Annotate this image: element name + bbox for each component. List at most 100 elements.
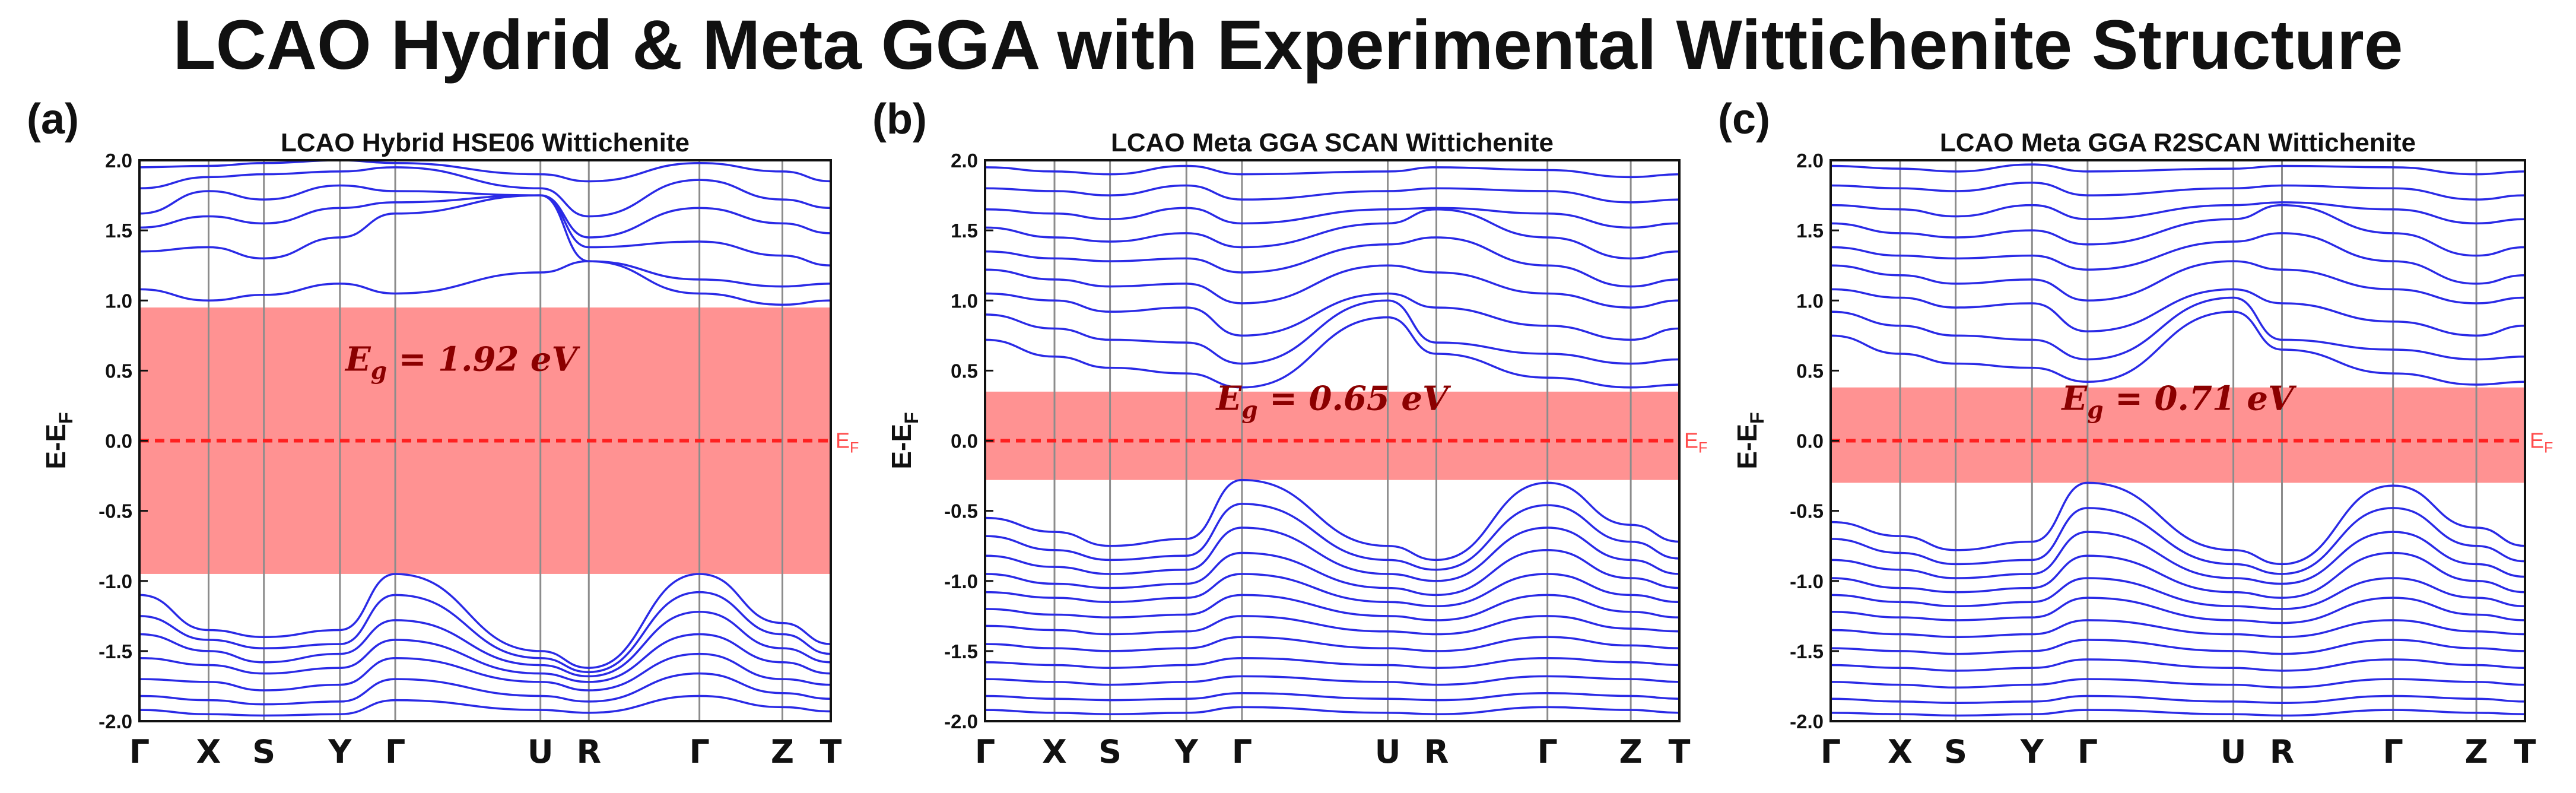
band-line-CB4 <box>984 264 1680 309</box>
y-tick-label: 2.0 <box>105 150 132 172</box>
y-tick-label: 0.5 <box>1796 360 1824 382</box>
band-gap-annotation: Eg = 1.92 eV <box>344 340 581 385</box>
band-line-CB6 <box>984 208 1680 260</box>
band-gap-annotation: Eg = 0.65 eV <box>1215 379 1452 424</box>
band-line-VB6 <box>1830 597 2526 624</box>
y-tick-label: 1.5 <box>951 220 978 242</box>
band-line-VB1 <box>984 478 1680 562</box>
y-tick-label: 1.0 <box>951 290 978 312</box>
y-tick-label: 1.0 <box>105 290 132 312</box>
x-tick-label: X <box>1888 733 1913 770</box>
x-tick-label: R <box>2270 733 2295 770</box>
band-line-CB5 <box>139 166 831 218</box>
x-tick-label: Z <box>1619 733 1643 770</box>
band-line-VB4 <box>139 633 831 683</box>
x-tick-label: Γ <box>2078 733 2098 770</box>
y-tick-label: -1.5 <box>99 640 132 662</box>
band-line-VB3 <box>984 526 1680 582</box>
x-tick-label: U <box>528 733 554 770</box>
band-line-VB7 <box>139 694 831 717</box>
x-tick-label: X <box>196 733 221 770</box>
x-tick-label: Γ <box>975 733 995 770</box>
band-line-CB4 <box>1830 260 2526 304</box>
y-tick-label: 0.0 <box>105 430 132 452</box>
x-tick-label: T <box>1669 733 1691 770</box>
panel-3: (c) LCAO Meta GGA R2SCAN Wittichenite EF 2.… <box>1718 96 2553 770</box>
band-line-CB1 <box>1830 310 2526 386</box>
panel-title: LCAO Meta GGA R2SCAN Wittichenite <box>1940 128 2416 157</box>
band-line-CB9 <box>984 164 1680 179</box>
y-tick-label: -1.5 <box>1790 640 1824 662</box>
panel-title: LCAO Meta GGA SCAN Wittichenite <box>1111 128 1554 157</box>
panel-1: (a) LCAO Hybrid HSE06 Wittichenite EF 2.0 1.… <box>27 96 859 770</box>
band-gap-region <box>1831 387 2525 483</box>
band-line-VB5 <box>139 652 831 692</box>
x-tick-label: Γ <box>689 733 709 770</box>
band-line-VB8 <box>1830 639 2526 655</box>
fermi-level-label: EF <box>836 429 859 456</box>
x-tick-label: S <box>1098 733 1122 770</box>
x-tick-label: T <box>2514 733 2536 770</box>
band-line-VB3 <box>139 610 831 678</box>
y-tick-label: 2.0 <box>1796 150 1824 172</box>
band-line-VB4 <box>1830 551 2526 599</box>
y-tick-label: -1.0 <box>1790 570 1824 592</box>
y-tick-label: -2.0 <box>944 710 978 732</box>
x-tick-label: Y <box>328 733 352 770</box>
band-line-CB5 <box>984 236 1680 288</box>
x-tick-label: Γ <box>1821 733 1841 770</box>
band-line-CB8 <box>1830 182 2526 201</box>
band-line-VB7 <box>1830 619 2526 639</box>
y-tick-label: 0.5 <box>951 360 978 382</box>
x-tick-label: Z <box>771 733 794 770</box>
x-tick-label: Y <box>1174 733 1199 770</box>
panel-label: (a) <box>27 96 79 143</box>
x-tick-label: Y <box>2020 733 2044 770</box>
band-line-CB2 <box>139 194 831 288</box>
band-line-VB2 <box>1830 507 2526 575</box>
panel-label: (c) <box>1718 96 1770 143</box>
x-tick-label: Z <box>2465 733 2488 770</box>
band-line-CB2 <box>984 299 1680 365</box>
x-tick-label: U <box>2221 733 2247 770</box>
y-tick-label: 0.5 <box>105 360 132 382</box>
x-tick-label: Γ <box>1232 733 1252 770</box>
band-line-VB12 <box>984 706 1680 715</box>
y-tick-label: -0.5 <box>1790 500 1824 522</box>
band-line-CB2 <box>1830 296 2526 361</box>
band-line-CB5 <box>1830 232 2526 285</box>
band-line-VB5 <box>1830 577 2526 610</box>
y-axis-label: E-EF <box>40 412 77 469</box>
band-line-VB9 <box>1830 658 2526 672</box>
x-tick-label: Γ <box>2383 733 2403 770</box>
band-line-CB7 <box>984 207 1680 229</box>
band-line-VB10 <box>984 675 1680 686</box>
panel-2: (b) LCAO Meta GGA SCAN Wittichenite EF 2.0 1… <box>872 96 1707 770</box>
panel-title: LCAO Hybrid HSE06 Wittichenite <box>281 128 690 157</box>
x-tick-label: R <box>1424 733 1449 770</box>
y-tick-label: -0.5 <box>944 500 978 522</box>
x-tick-label: T <box>820 733 842 770</box>
band-line-VB11 <box>1830 694 2526 705</box>
band-line-CB8 <box>984 184 1680 204</box>
band-line-CB6 <box>139 159 831 183</box>
band-line-VB1 <box>1830 481 2526 566</box>
band-line-VB7 <box>984 615 1680 636</box>
y-tick-label: -2.0 <box>99 710 132 732</box>
band-line-VB3 <box>1830 531 2526 585</box>
band-line-CB3 <box>139 194 831 267</box>
y-tick-label: -1.5 <box>944 640 978 662</box>
band-line-CB3 <box>984 292 1680 341</box>
band-line-VB4 <box>984 549 1680 597</box>
y-tick-label: -0.5 <box>99 500 132 522</box>
band-line-CB6 <box>1830 204 2526 257</box>
band-line-VB8 <box>984 636 1680 652</box>
x-tick-label: S <box>252 733 275 770</box>
y-axis-label: E-EF <box>1732 412 1768 469</box>
x-tick-label: X <box>1042 733 1067 770</box>
y-tick-label: 0.0 <box>951 430 978 452</box>
band-line-VB12 <box>1830 709 2526 717</box>
x-tick-label: S <box>1944 733 1967 770</box>
band-line-CB7 <box>1830 201 2526 225</box>
y-tick-label: 2.0 <box>951 150 978 172</box>
